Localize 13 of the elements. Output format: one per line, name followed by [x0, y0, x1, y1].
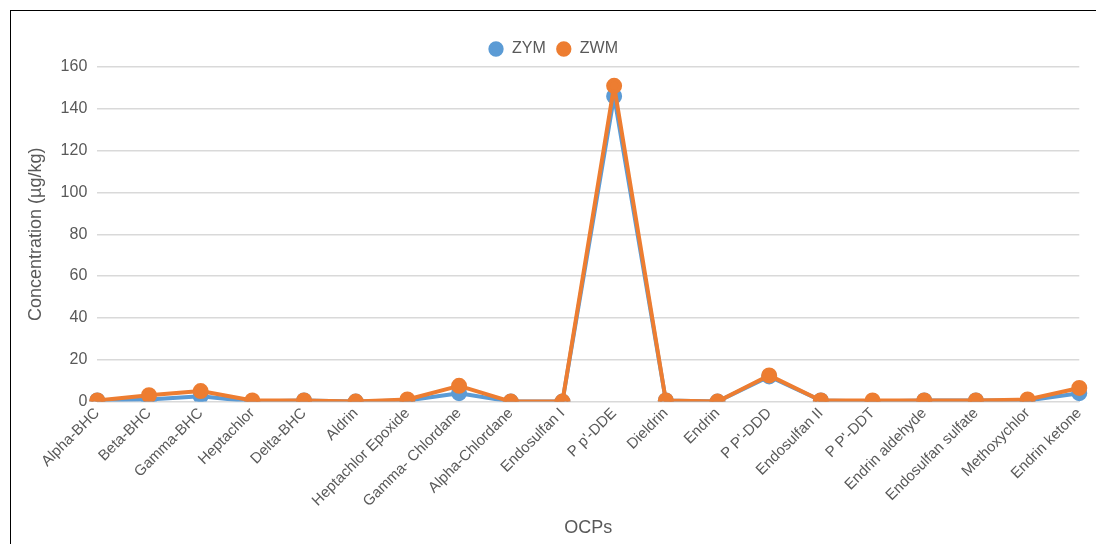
- x-axis-title: OCPs: [564, 517, 613, 538]
- legend-label: ZWM: [579, 39, 618, 57]
- y-tick-label: 140: [60, 99, 88, 117]
- y-tick-label: 40: [69, 308, 88, 326]
- y-tick-label: 100: [60, 182, 88, 200]
- y-axis-title: Concentration (µg/kg): [24, 147, 45, 321]
- y-tick-label: 80: [69, 224, 88, 242]
- legend-label: ZYM: [512, 39, 546, 57]
- y-tick-label: 60: [69, 266, 88, 284]
- y-tick-label: 160: [60, 57, 88, 75]
- y-tick-label: 20: [69, 350, 88, 368]
- y-tick-label: 0: [78, 391, 88, 409]
- y-tick-label: 120: [60, 141, 88, 159]
